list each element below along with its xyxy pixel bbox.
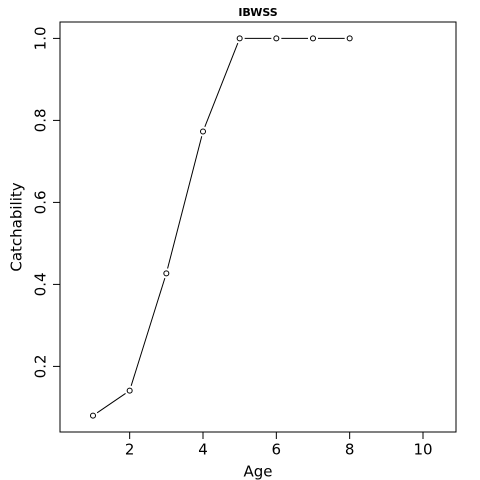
x-tick-label: 4 [198, 441, 208, 459]
y-tick-label: 0.6 [32, 190, 50, 214]
y-tick-label: 0.8 [32, 108, 50, 132]
chart-title: IBWSS [238, 6, 277, 19]
x-axis-label: Age [243, 463, 272, 480]
y-tick-label: 0.2 [32, 354, 50, 378]
data-point [346, 35, 353, 42]
x-tick-label: 6 [272, 441, 282, 459]
y-axis-label: Catchability [8, 182, 26, 271]
data-point [236, 35, 243, 42]
plot-box [59, 21, 457, 433]
data-point [273, 35, 280, 42]
data-point [90, 412, 96, 419]
line-segment [96, 392, 126, 414]
x-tick-label: 10 [413, 441, 432, 459]
x-tick-label: 8 [345, 441, 355, 459]
data-point [126, 387, 133, 394]
data-point [200, 128, 206, 135]
line-segment [167, 136, 203, 269]
y-tick-label: 0.4 [32, 272, 50, 296]
data-point [310, 35, 316, 42]
y-tick-label: 1.0 [32, 26, 50, 50]
line-segment [130, 277, 166, 386]
data-point [163, 270, 170, 277]
line-segment [204, 42, 239, 128]
x-tick-label: 2 [125, 441, 135, 459]
